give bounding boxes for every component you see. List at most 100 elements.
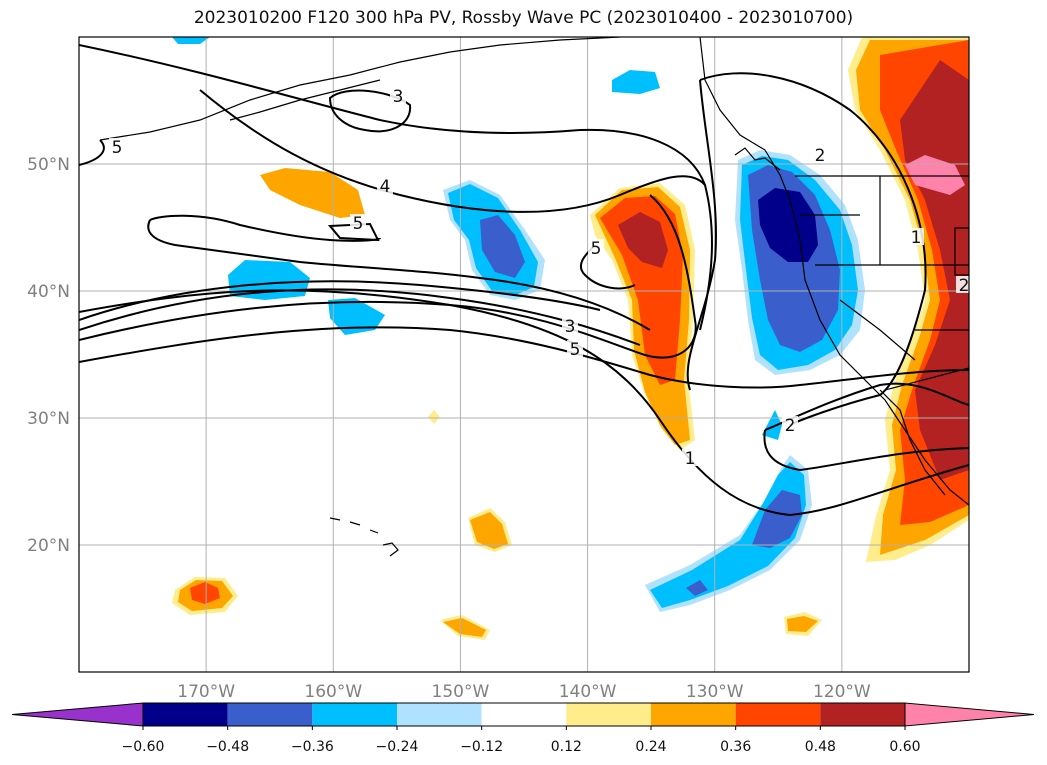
contour-outer xyxy=(79,44,713,331)
colorbar-segment xyxy=(481,703,567,726)
contour-1 xyxy=(79,289,969,517)
contour-label: 2 xyxy=(815,146,826,166)
contour-1c xyxy=(686,79,718,391)
x-tick-label: 120°W xyxy=(813,682,871,702)
positive-anomaly-west-us-060 xyxy=(905,155,965,195)
colorbar-tick-label: 0.12 xyxy=(551,739,582,755)
colorbar-extend-max xyxy=(904,702,1035,727)
contour-label-bg xyxy=(588,239,604,256)
x-axis-ticks: 170°W 160°W 150°W 140°W 130°W 120°W xyxy=(177,682,871,702)
chart-title: 2023010200 F120 300 hPa PV, Rossby Wave … xyxy=(193,8,854,28)
colorbar-tick-label: 0.48 xyxy=(805,739,836,755)
contour-label: 3 xyxy=(393,87,404,107)
contour-label-bg xyxy=(562,317,578,334)
colorbar-tick-label: −0.36 xyxy=(291,739,334,755)
gridlines xyxy=(79,37,969,672)
contour-label: 3 xyxy=(565,317,576,337)
negative-anomaly-west-us-048 xyxy=(758,188,818,262)
colorbar-segment xyxy=(735,703,821,726)
y-tick-label: 50°N xyxy=(27,155,70,175)
negative-anomaly-nw-corner xyxy=(172,37,210,44)
colorbar-segment xyxy=(820,703,905,726)
colorbar-tick-label: −0.60 xyxy=(122,739,165,755)
contour-label-bg xyxy=(350,214,366,231)
negative-anomaly-mid-pacific-036 xyxy=(480,215,525,278)
coastline-bc-islands xyxy=(734,147,781,171)
colorbar-segment xyxy=(566,703,651,726)
positive-anomaly-west-1 xyxy=(260,168,365,218)
border-us-mexico xyxy=(884,367,969,391)
negative-anomaly-west-2 xyxy=(328,298,385,335)
coastline-hawaii xyxy=(329,517,399,557)
colorbar-tick-label: −0.12 xyxy=(460,739,503,755)
negative-anomaly-subtropical-streamer-036 xyxy=(752,490,802,548)
contour-label-bg xyxy=(682,449,698,466)
contour-label-bg xyxy=(377,177,393,194)
positive-anomaly-dateline-036 xyxy=(190,582,220,604)
contour-5 xyxy=(79,280,601,321)
x-tick-label: 170°W xyxy=(177,682,235,702)
contour-5c xyxy=(79,139,105,166)
contour-label: 1 xyxy=(911,228,922,248)
x-tick-label: 140°W xyxy=(559,682,617,702)
border-states-1 xyxy=(800,176,969,266)
coastline-north-america xyxy=(699,37,969,506)
y-tick-label: 40°N xyxy=(27,282,70,302)
border-states-2 xyxy=(839,299,969,361)
contour-label: 1 xyxy=(685,449,696,469)
colorbar-extend-min xyxy=(11,702,144,727)
x-tick-label: 160°W xyxy=(304,682,362,702)
colorbar-segment xyxy=(312,703,397,726)
contour-1b xyxy=(699,72,927,426)
y-tick-label: 30°N xyxy=(27,409,70,429)
contour-2 xyxy=(79,326,969,389)
colorbar-frame xyxy=(142,702,906,727)
colorbar-segment xyxy=(143,703,228,726)
colorbar-segment xyxy=(227,703,313,726)
pv-anomaly-fills xyxy=(172,37,969,640)
positive-anomaly-south-2-024 xyxy=(443,618,486,637)
contour-5b xyxy=(149,214,381,242)
positive-anomaly-tiny xyxy=(428,410,440,424)
positive-anomaly-south-3-024 xyxy=(787,616,818,632)
contour-label-bg xyxy=(390,87,406,104)
x-tick-label: 130°W xyxy=(686,682,744,702)
x-tick-label: 150°W xyxy=(432,682,490,702)
contour-label: 4 xyxy=(380,177,391,197)
contour-label-bg xyxy=(109,138,125,155)
coastline-baja xyxy=(879,389,946,496)
colorbar-tick-label: −0.48 xyxy=(206,739,249,755)
contour-label: 5 xyxy=(570,340,581,360)
colorbar-tick-label: 0.36 xyxy=(720,739,751,755)
y-axis-ticks: 20°N 30°N 40°N 50°N xyxy=(27,155,70,556)
contour-label: 5 xyxy=(112,138,123,158)
contour-label: 2 xyxy=(959,276,970,296)
contour-4b xyxy=(199,89,706,213)
map-frame xyxy=(78,36,970,673)
negative-anomaly-alaska xyxy=(612,70,660,94)
coastline-aleutians xyxy=(99,37,621,141)
contour-2c xyxy=(763,429,969,472)
colorbar: −0.60 −0.48 −0.36 −0.24 −0.12 0.12 0.24 0.36 0.4… xyxy=(11,702,1035,755)
colorbar-segment xyxy=(397,703,482,726)
negative-anomaly-subtropical-streamer-024 xyxy=(650,462,806,608)
pv-contours xyxy=(79,44,969,517)
colorbar-tick-label: 0.24 xyxy=(635,739,666,755)
y-tick-label: 20°N xyxy=(27,536,70,556)
contour-label: 5 xyxy=(353,214,364,234)
contour-label-bg xyxy=(908,228,924,245)
contour-3 xyxy=(79,194,697,359)
contour-label: 2 xyxy=(785,416,796,436)
contour-5e xyxy=(579,244,636,290)
border-box xyxy=(954,227,969,276)
contour-label-bg xyxy=(956,276,972,293)
contour-lower-1 xyxy=(147,219,651,331)
colorbar-tick-label: −0.24 xyxy=(376,739,419,755)
contour-4 xyxy=(79,288,641,346)
colorbar-tick-label: 0.60 xyxy=(889,739,920,755)
positive-anomaly-south-1-024 xyxy=(470,512,508,549)
positive-anomaly-east-pacific-048 xyxy=(618,212,668,268)
contour-label-bg xyxy=(812,146,828,163)
